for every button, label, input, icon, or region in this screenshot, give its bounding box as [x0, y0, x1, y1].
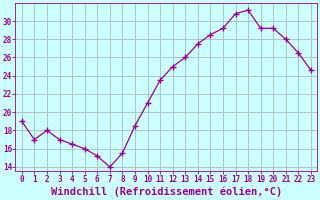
- X-axis label: Windchill (Refroidissement éolien,°C): Windchill (Refroidissement éolien,°C): [51, 187, 282, 197]
